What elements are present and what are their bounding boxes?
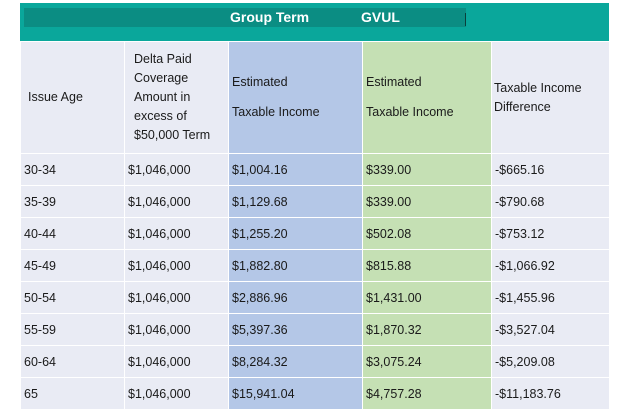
difference-cell: -$1,455.96 xyxy=(491,281,610,314)
header-banner: Group Term GVUL xyxy=(20,3,609,41)
issue-age-cell: 60-64 xyxy=(20,345,125,378)
issue-age-cell: 35-39 xyxy=(20,185,125,218)
coverage-cell: $1,046,000 xyxy=(124,281,229,314)
gvul-estimated-line1: Estimated xyxy=(366,75,422,89)
difference-header: Taxable Income Difference xyxy=(491,41,610,154)
group-term-income-cell: $8,284.32 xyxy=(228,345,363,378)
coverage-cell: $1,046,000 xyxy=(124,313,229,346)
coverage-cell: $1,046,000 xyxy=(124,377,229,410)
delta-paid-header: Delta Paid Coverage Amount in excess of … xyxy=(124,41,229,154)
gvul-heading: GVUL xyxy=(361,9,400,25)
difference-cell: -$790.68 xyxy=(491,185,610,218)
gvul-income-cell: $502.08 xyxy=(362,217,492,250)
coverage-cell: $1,046,000 xyxy=(124,185,229,218)
gvul-income-cell: $4,757.28 xyxy=(362,377,492,410)
table-row: 65 $1,046,000 $15,941.04 $4,757.28 -$11,… xyxy=(20,377,610,410)
group-term-income-cell: $2,886.96 xyxy=(228,281,363,314)
issue-age-cell: 65 xyxy=(20,377,125,410)
header-row: Issue Age Delta Paid Coverage Amount in … xyxy=(20,41,610,154)
gvul-estimated-header: Estimated Taxable Income xyxy=(362,41,492,154)
group-term-estimated-header: Estimated Taxable Income xyxy=(228,41,363,154)
issue-age-cell: 55-59 xyxy=(20,313,125,346)
difference-cell: -$11,183.76 xyxy=(491,377,610,410)
difference-cell: -$5,209.08 xyxy=(491,345,610,378)
group-term-income-cell: $1,255.20 xyxy=(228,217,363,250)
issue-age-cell: 40-44 xyxy=(20,217,125,250)
gvul-income-cell: $339.00 xyxy=(362,153,492,186)
coverage-cell: $1,046,000 xyxy=(124,249,229,282)
gvul-income-cell: $339.00 xyxy=(362,185,492,218)
table-row: 35-39 $1,046,000 $1,129.68 $339.00 -$790… xyxy=(20,185,610,218)
gvul-estimated-line2: Taxable Income xyxy=(366,105,454,119)
difference-cell: -$3,527.04 xyxy=(491,313,610,346)
table-row: 50-54 $1,046,000 $2,886.96 $1,431.00 -$1… xyxy=(20,281,610,314)
difference-cell: -$753.12 xyxy=(491,217,610,250)
group-term-income-cell: $5,397.36 xyxy=(228,313,363,346)
coverage-cell: $1,046,000 xyxy=(124,217,229,250)
difference-cell: -$665.16 xyxy=(491,153,610,186)
table-row: 55-59 $1,046,000 $5,397.36 $1,870.32 -$3… xyxy=(20,313,610,346)
comparison-table-frame: Group Term GVUL Issue Age Delta Paid Cov… xyxy=(20,3,610,410)
coverage-cell: $1,046,000 xyxy=(124,345,229,378)
group-term-income-cell: $1,004.16 xyxy=(228,153,363,186)
text-cursor xyxy=(465,13,466,26)
group-term-estimated-line1: Estimated xyxy=(232,75,288,89)
table-row: 60-64 $1,046,000 $8,284.32 $3,075.24 -$5… xyxy=(20,345,610,378)
issue-age-cell: 50-54 xyxy=(20,281,125,314)
group-term-income-cell: $1,129.68 xyxy=(228,185,363,218)
gvul-income-cell: $815.88 xyxy=(362,249,492,282)
table-row: 40-44 $1,046,000 $1,255.20 $502.08 -$753… xyxy=(20,217,610,250)
gvul-income-cell: $1,431.00 xyxy=(362,281,492,314)
banner-selection-bar xyxy=(24,8,466,27)
coverage-cell: $1,046,000 xyxy=(124,153,229,186)
gvul-income-cell: $1,870.32 xyxy=(362,313,492,346)
group-term-income-cell: $15,941.04 xyxy=(228,377,363,410)
table-row: 45-49 $1,046,000 $1,882.80 $815.88 -$1,0… xyxy=(20,249,610,282)
group-term-income-cell: $1,882.80 xyxy=(228,249,363,282)
table-row: 30-34 $1,046,000 $1,004.16 $339.00 -$665… xyxy=(20,153,610,186)
taxable-income-table: Issue Age Delta Paid Coverage Amount in … xyxy=(20,41,610,410)
group-term-heading: Group Term xyxy=(230,9,310,25)
issue-age-cell: 45-49 xyxy=(20,249,125,282)
group-term-estimated-line2: Taxable Income xyxy=(232,105,320,119)
issue-age-header: Issue Age xyxy=(20,41,125,154)
difference-cell: -$1,066.92 xyxy=(491,249,610,282)
gvul-income-cell: $3,075.24 xyxy=(362,345,492,378)
issue-age-cell: 30-34 xyxy=(20,153,125,186)
